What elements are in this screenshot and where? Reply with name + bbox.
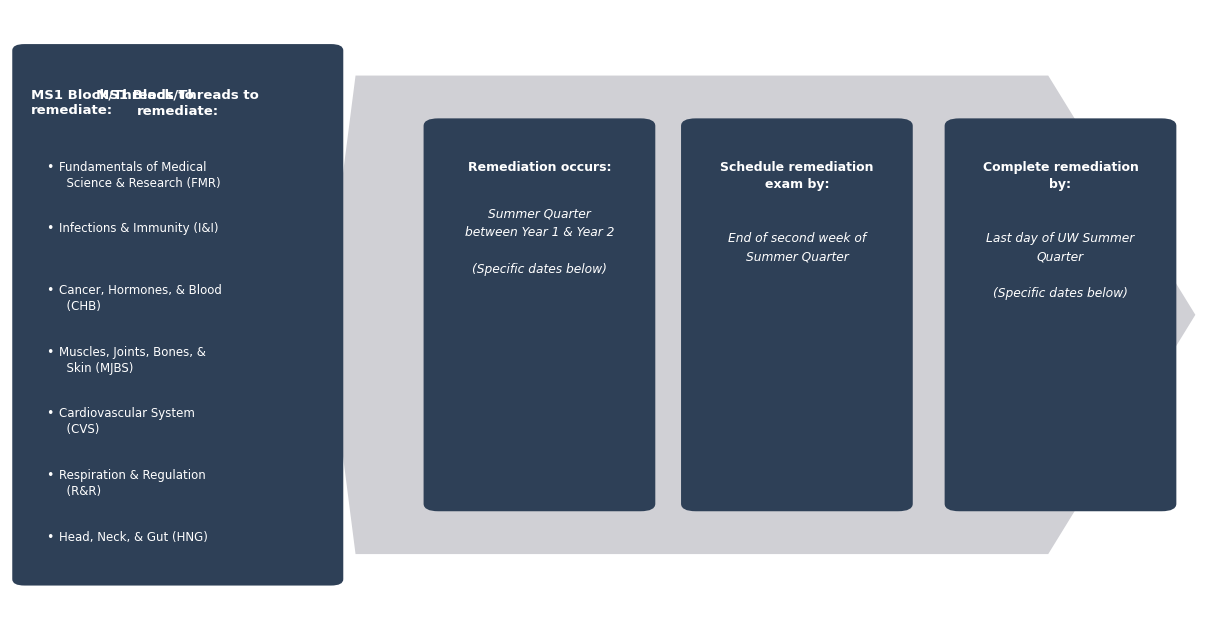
Text: •: •: [47, 346, 54, 358]
Text: Cardiovascular System
  (CVS): Cardiovascular System (CVS): [59, 408, 195, 437]
Text: Remediation occurs:: Remediation occurs:: [467, 161, 612, 173]
Text: Summer Quarter
between Year 1 & Year 2

(Specific dates below): Summer Quarter between Year 1 & Year 2 (…: [465, 208, 614, 277]
FancyBboxPatch shape: [423, 118, 655, 512]
Text: Head, Neck, & Gut (HNG): Head, Neck, & Gut (HNG): [59, 530, 207, 544]
Text: •: •: [47, 161, 54, 173]
Text: Fundamentals of Medical
  Science & Research (FMR): Fundamentals of Medical Science & Resear…: [59, 161, 221, 190]
Text: Cancer, Hormones, & Blood
  (CHB): Cancer, Hormones, & Blood (CHB): [59, 284, 222, 313]
Text: •: •: [47, 222, 54, 235]
Text: Muscles, Joints, Bones, &
  Skin (MJBS): Muscles, Joints, Bones, & Skin (MJBS): [59, 346, 206, 375]
Text: Complete remediation
by:: Complete remediation by:: [982, 161, 1139, 190]
FancyBboxPatch shape: [680, 118, 912, 512]
Text: MS1 Block/Threads to
remediate:: MS1 Block/Threads to remediate:: [97, 88, 259, 118]
Text: •: •: [47, 469, 54, 482]
Text: Threads: Term 1 & 2
  (Pharm, A&E, P/H): Threads: Term 1 & 2 (Pharm, A&E, P/H): [59, 592, 178, 621]
Text: •: •: [47, 592, 54, 605]
Text: •: •: [47, 530, 54, 544]
FancyBboxPatch shape: [944, 118, 1176, 512]
FancyBboxPatch shape: [12, 44, 343, 585]
Text: End of second week of
Summer Quarter: End of second week of Summer Quarter: [728, 232, 866, 263]
Text: Infections & Immunity (I&I): Infections & Immunity (I&I): [59, 222, 218, 235]
Text: Respiration & Regulation
  (R&R): Respiration & Regulation (R&R): [59, 469, 206, 498]
Polygon shape: [325, 76, 1195, 554]
Text: •: •: [47, 408, 54, 420]
Text: Last day of UW Summer
Quarter

(Specific dates below): Last day of UW Summer Quarter (Specific …: [987, 232, 1134, 301]
Text: •: •: [47, 284, 54, 297]
Text: MS1 Block/Threads to
remediate:: MS1 Block/Threads to remediate:: [31, 89, 194, 117]
Text: Schedule remediation
exam by:: Schedule remediation exam by:: [720, 161, 874, 190]
